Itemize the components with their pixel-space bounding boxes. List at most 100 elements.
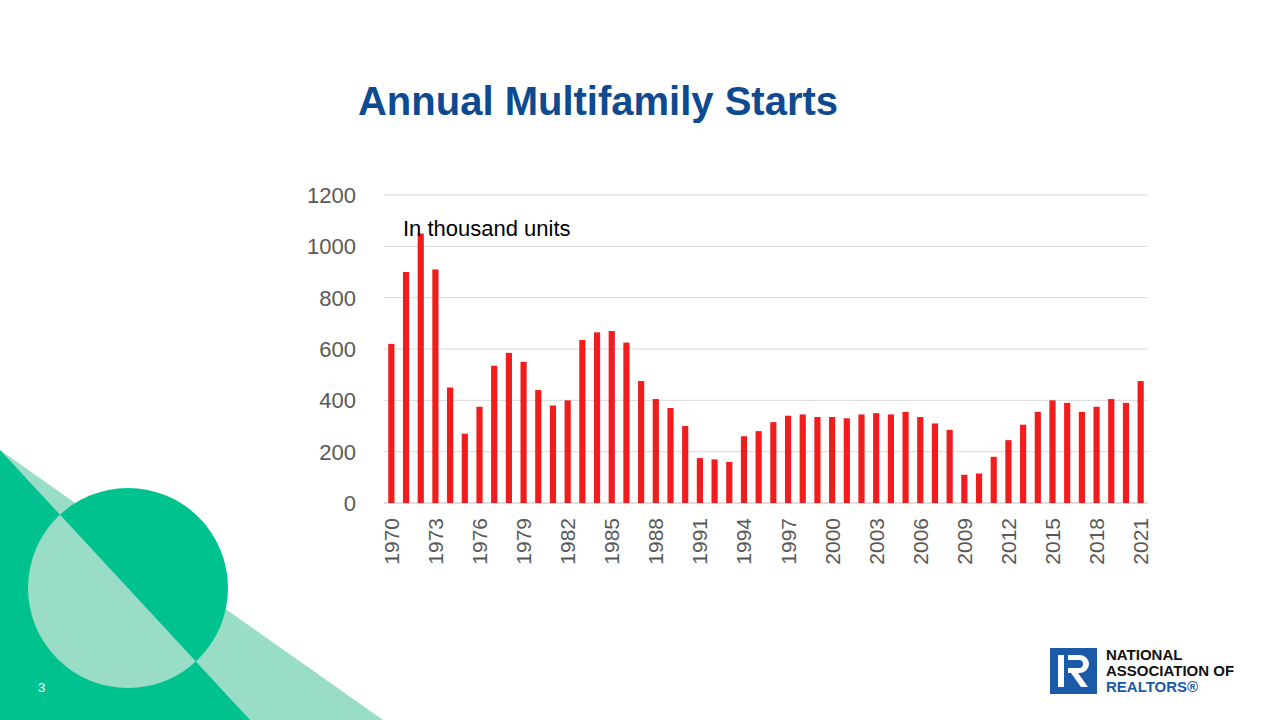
bar — [917, 417, 923, 503]
x-tick-label: 1982 — [556, 518, 579, 565]
y-tick-label: 600 — [319, 337, 356, 362]
x-tick-label: 1991 — [688, 518, 711, 565]
bar — [638, 381, 644, 503]
bar — [800, 414, 806, 503]
bar — [844, 418, 850, 503]
bar — [432, 269, 438, 503]
y-tick-label: 800 — [319, 286, 356, 311]
bar — [711, 459, 717, 503]
x-tick-label: 2018 — [1085, 518, 1108, 565]
grid-line — [384, 400, 1148, 401]
grid-line — [384, 246, 1148, 247]
title: Annual Multifamily Starts — [358, 79, 838, 123]
bar — [1123, 403, 1129, 503]
x-tick-label: 2009 — [953, 518, 976, 565]
x-tick-label: 1997 — [777, 518, 800, 565]
x-tick-label: 2015 — [1041, 518, 1064, 565]
bar — [535, 390, 541, 503]
bar — [1049, 400, 1055, 503]
x-tick-label: 1988 — [644, 518, 667, 565]
bar — [829, 417, 835, 503]
bar — [1079, 412, 1085, 503]
bar — [1064, 403, 1070, 503]
logo-text: ASSOCIATION OF — [1106, 662, 1234, 679]
bar — [741, 436, 747, 503]
bar — [579, 340, 585, 503]
bar — [1005, 440, 1011, 503]
x-tick-label: 1985 — [600, 518, 623, 565]
annotation: In thousand units — [403, 216, 571, 241]
chart-svg: Annual Multifamily Starts 0 200 400 600 800 10… — [0, 0, 1280, 720]
bar — [1020, 425, 1026, 503]
bar — [902, 412, 908, 503]
y-tick-label: 400 — [319, 388, 356, 413]
grid-line — [384, 349, 1148, 350]
bar — [520, 362, 526, 503]
bar — [623, 343, 629, 503]
bar — [447, 388, 453, 504]
bar — [565, 400, 571, 503]
bar — [1093, 407, 1099, 503]
x-tick-label: 1976 — [468, 518, 491, 565]
bar — [991, 457, 997, 503]
logo-text: REALTORS® — [1106, 678, 1198, 695]
bar — [1108, 399, 1114, 503]
deco-circle-upper — [28, 488, 228, 688]
logo: NATIONALASSOCIATION OFREALTORS® — [1050, 646, 1234, 695]
bar — [594, 332, 600, 503]
logo-text: NATIONAL — [1106, 646, 1182, 663]
bar — [682, 426, 688, 503]
bar — [388, 344, 394, 503]
deco-circle — [28, 488, 228, 688]
bar — [726, 462, 732, 503]
bar — [667, 408, 673, 503]
bar — [1035, 412, 1041, 503]
bar — [858, 414, 864, 503]
bar — [506, 353, 512, 503]
grid-line — [384, 503, 1148, 504]
bar — [873, 413, 879, 503]
grid-line — [384, 195, 1148, 196]
deco-circle-lower — [28, 488, 228, 688]
bar — [961, 475, 967, 503]
grid-line — [384, 297, 1148, 298]
y-tick-label: 1200 — [307, 183, 356, 208]
deco-light-triangle — [0, 450, 383, 720]
y-tick-label: 200 — [319, 440, 356, 465]
bar — [491, 366, 497, 503]
bar — [756, 431, 762, 503]
x-tick-label: 2006 — [909, 518, 932, 565]
bar — [653, 399, 659, 503]
y-tick-label: 0 — [344, 491, 356, 516]
bar — [932, 423, 938, 503]
page-number: 3 — [38, 680, 45, 695]
x-tick-label: 2003 — [865, 518, 888, 565]
bars — [388, 234, 1143, 504]
chart-root: Annual Multifamily Starts 0 200 400 600 800 10… — [0, 0, 1280, 720]
bar — [550, 405, 556, 503]
bar — [1138, 381, 1144, 503]
bar — [697, 458, 703, 503]
bar — [814, 417, 820, 503]
bar — [947, 430, 953, 503]
grid-line — [384, 451, 1148, 452]
logo-square — [1050, 648, 1097, 694]
bar — [609, 331, 615, 503]
decoration — [0, 450, 383, 720]
bar — [976, 473, 982, 503]
bar — [888, 414, 894, 503]
deco-dark-triangle — [0, 450, 250, 720]
x-tick-label: 1973 — [424, 518, 447, 565]
x-tick-label: 2012 — [997, 518, 1020, 565]
bar — [462, 434, 468, 503]
grid — [384, 195, 1148, 503]
bar — [476, 407, 482, 503]
x-tick-label: 1994 — [732, 518, 755, 565]
x-tick-label: 1979 — [512, 518, 535, 565]
bar — [770, 422, 776, 503]
bar — [403, 272, 409, 503]
x-tick-label: 2000 — [821, 518, 844, 565]
logo-shape — [1058, 655, 1064, 687]
bar — [418, 234, 424, 504]
y-tick-label: 1000 — [307, 234, 356, 259]
